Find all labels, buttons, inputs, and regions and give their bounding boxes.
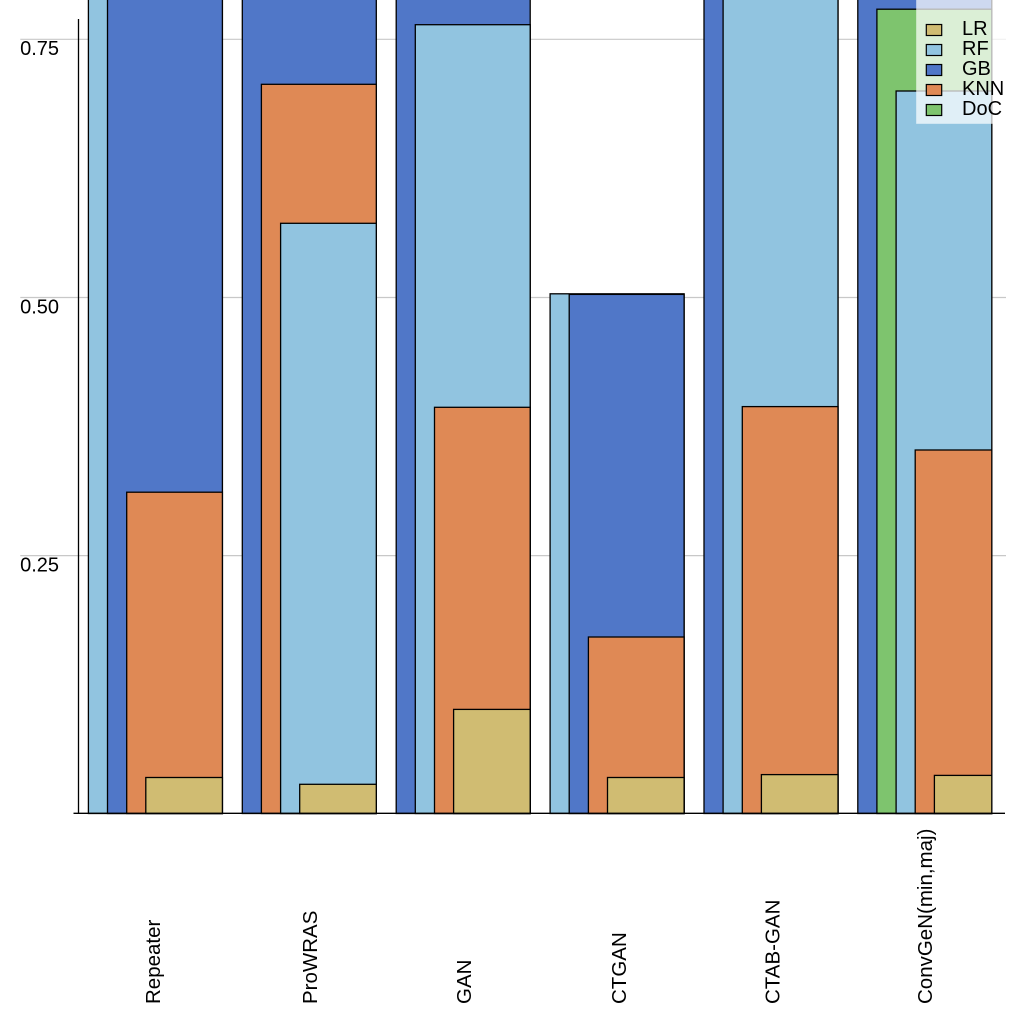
svg-text:LR: LR (962, 18, 988, 40)
svg-text:DoC: DoC (962, 98, 1002, 120)
svg-text:GB: GB (962, 58, 991, 80)
svg-text:Repeater: Repeater (142, 919, 165, 1004)
svg-text:0.25: 0.25 (20, 555, 59, 577)
svg-text:ConvGeN(min,maj): ConvGeN(min,maj) (914, 829, 937, 1004)
svg-text:ProWRAS: ProWRAS (299, 911, 322, 1004)
svg-text:0.50: 0.50 (20, 296, 59, 318)
svg-text:GAN: GAN (453, 960, 476, 1004)
svg-text:RF: RF (962, 38, 989, 60)
svg-text:KNN: KNN (962, 78, 1004, 100)
svg-text:0.75: 0.75 (20, 38, 59, 60)
svg-text:CTAB-GAN: CTAB-GAN (762, 900, 785, 1004)
svg-text:CTGAN: CTGAN (608, 932, 631, 1004)
